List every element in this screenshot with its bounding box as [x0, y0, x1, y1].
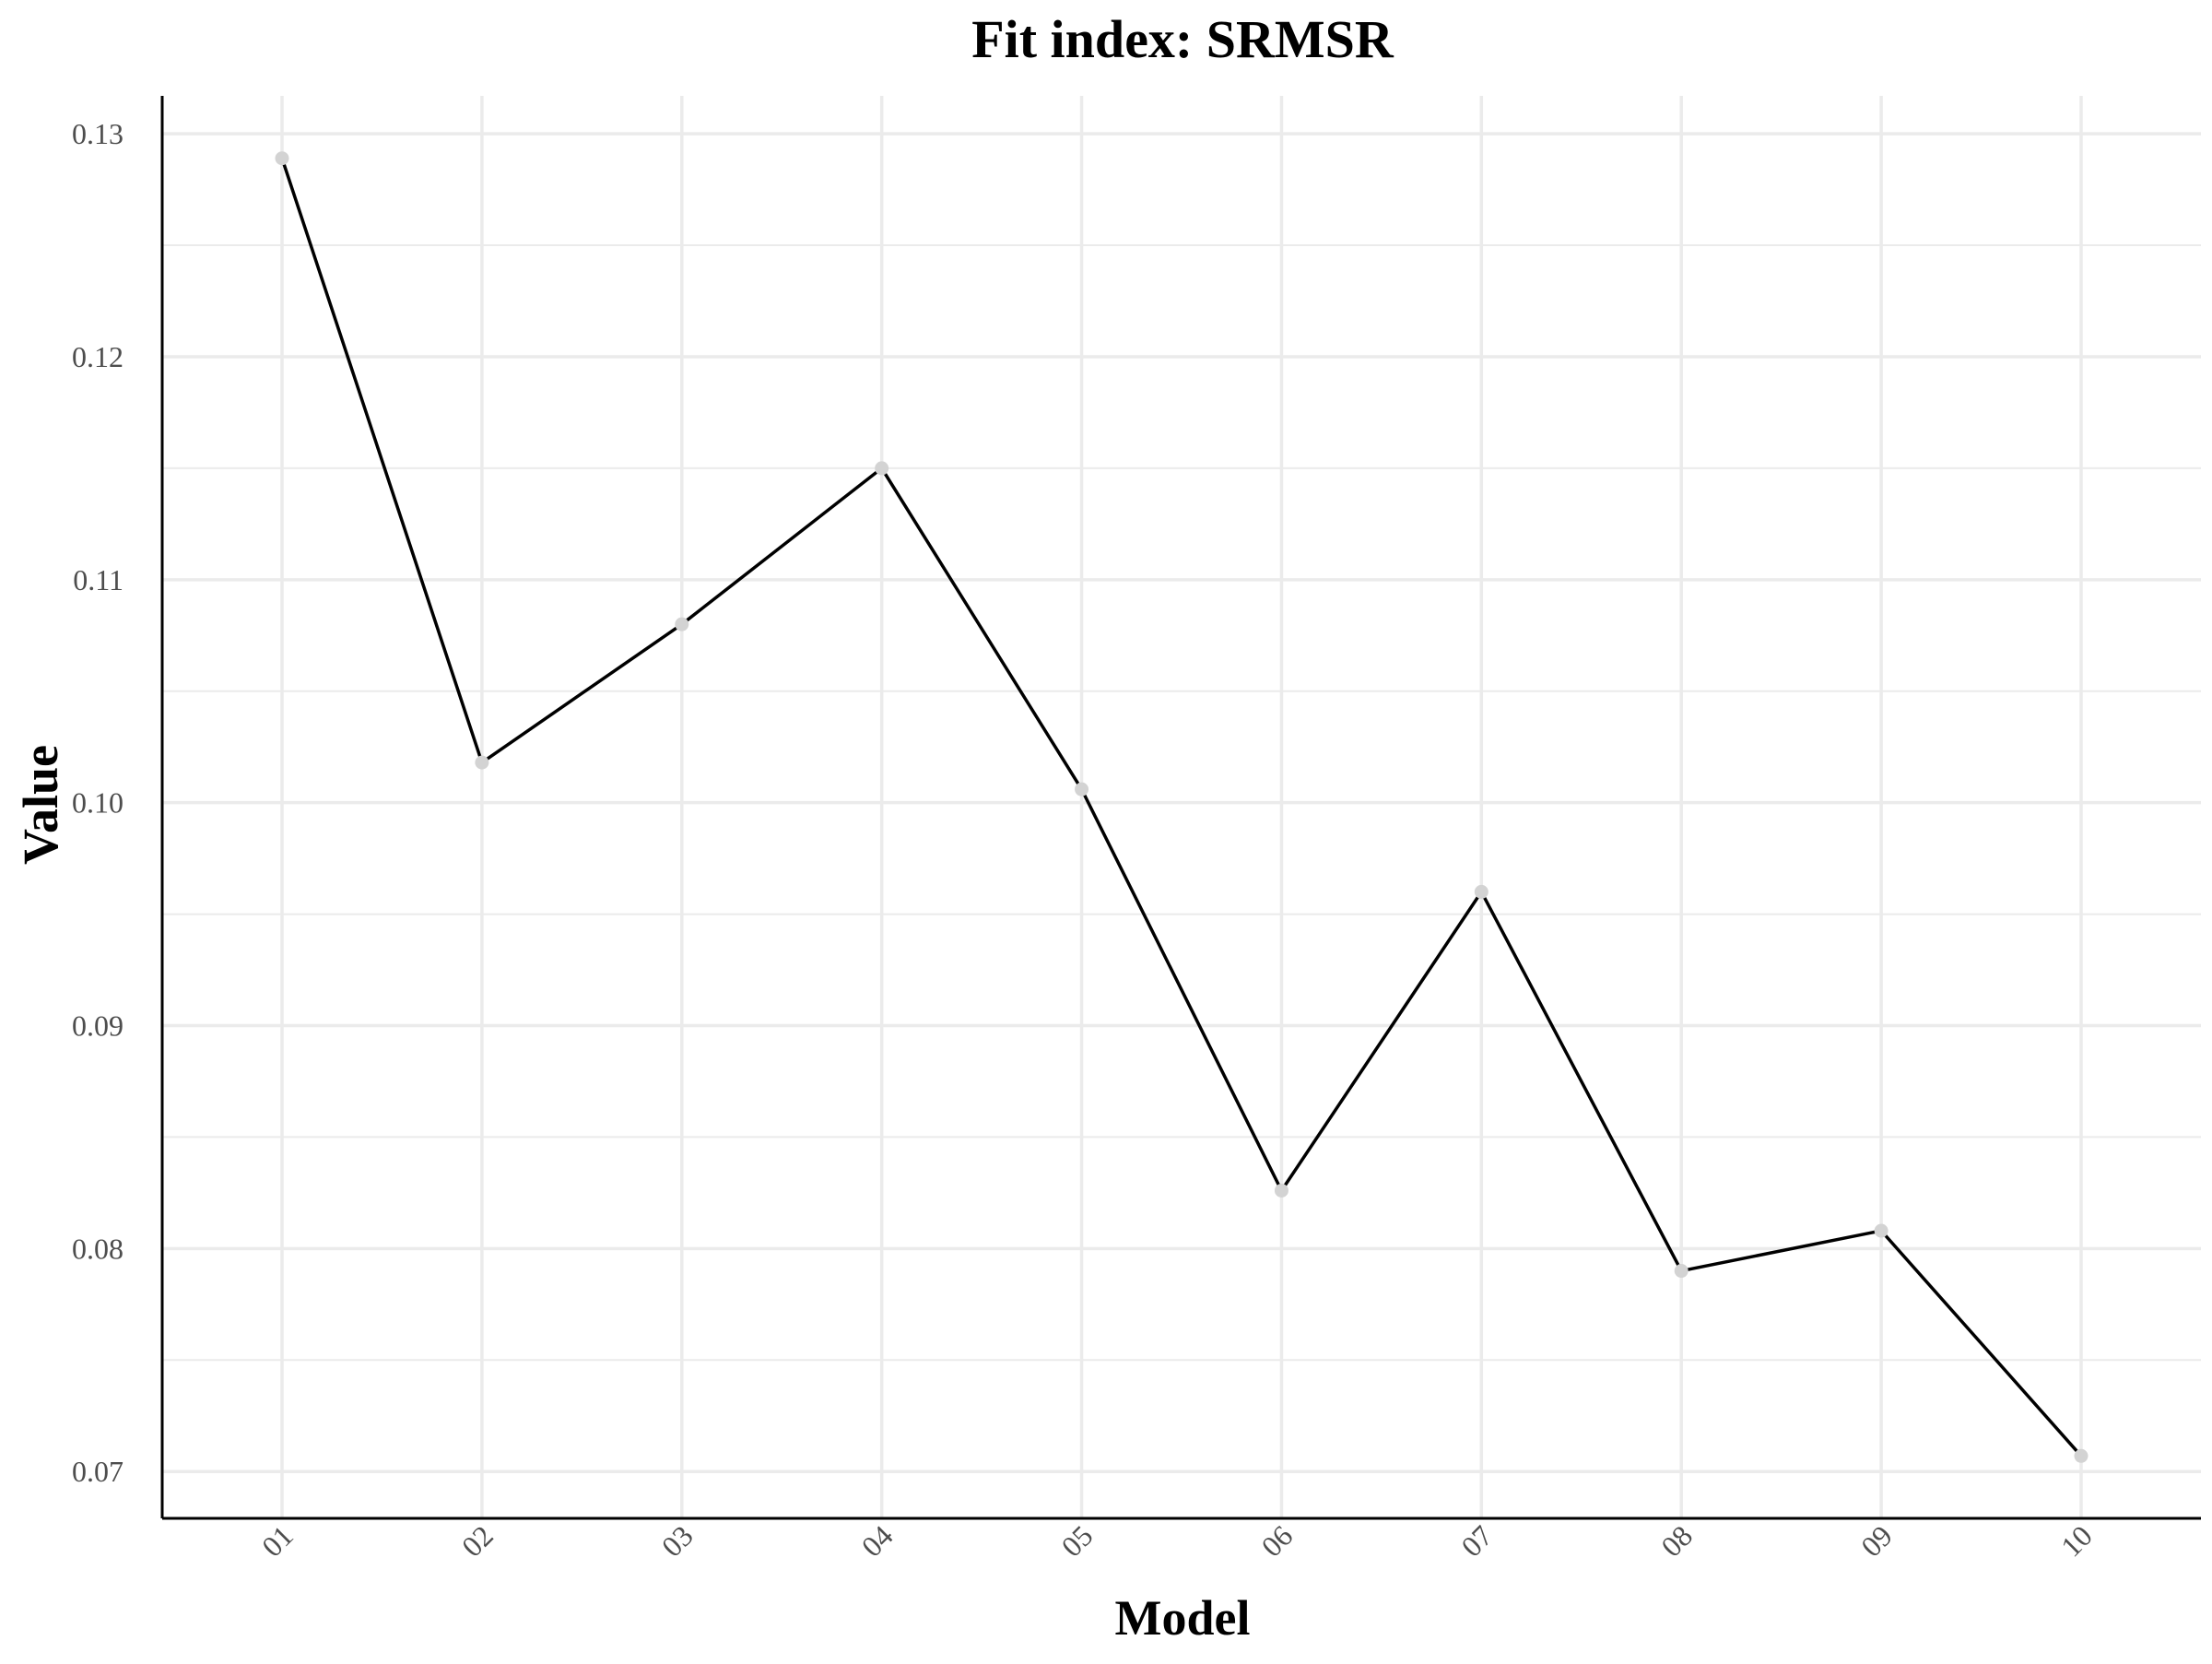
data-point — [2074, 1448, 2088, 1463]
y-tick-label: 0.11 — [73, 563, 124, 596]
data-point — [475, 755, 489, 770]
series-line — [280, 158, 2083, 1457]
chart-title: Fit index: SRMSR — [971, 9, 1394, 69]
y-tick-label: 0.08 — [72, 1232, 124, 1265]
axes — [160, 96, 2201, 1520]
data-point — [875, 461, 889, 476]
y-tick-label: 0.07 — [72, 1455, 124, 1488]
data-point — [1474, 884, 1488, 899]
y-tick-label: 0.12 — [72, 340, 124, 373]
y-tick-label: 0.10 — [72, 786, 124, 820]
data-point — [275, 151, 289, 166]
data-points — [275, 151, 2088, 1463]
y-tick-label: 0.13 — [72, 117, 124, 150]
y-tick-label: 0.09 — [72, 1009, 124, 1043]
data-point — [1274, 1183, 1288, 1198]
grid-lines — [162, 96, 2201, 1518]
x-axis-title: Model — [1115, 1590, 1251, 1646]
data-point — [675, 617, 689, 631]
y-axis-title: Value — [13, 745, 68, 865]
data-point — [1674, 1264, 1688, 1279]
data-point — [1874, 1223, 1888, 1238]
y-tick-labels: 0.07 0.08 0.09 0.10 0.11 0.12 0.13 — [72, 117, 124, 1488]
data-point — [1075, 782, 1089, 797]
